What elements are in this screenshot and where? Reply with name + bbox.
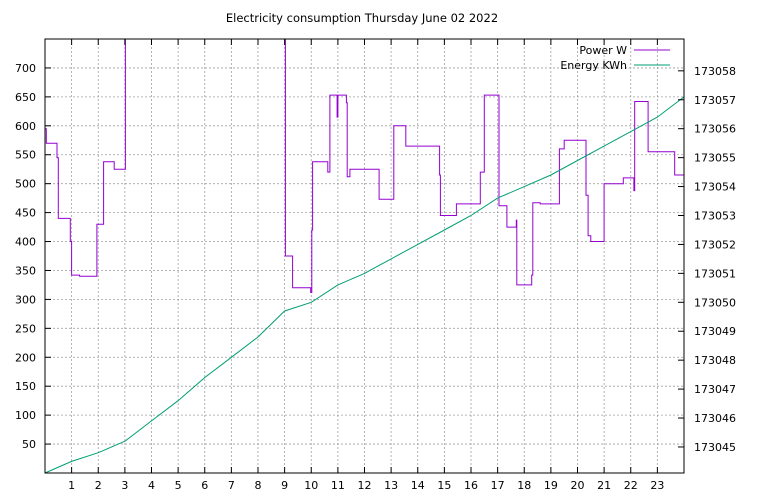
chart-title: Electricity consumption Thursday June 02…	[226, 11, 498, 25]
y-tick-label: 600	[15, 120, 36, 133]
series-line-1	[44, 96, 685, 474]
y2-tick-label: 173055	[694, 152, 736, 165]
y-tick-label: 100	[15, 409, 36, 422]
x-tick-label: 17	[491, 479, 505, 492]
ticks: 1 2 3 4 5 6 7 8 9 10 11 12 13 14 15 16 17 18 19 20 21 22 23501…	[15, 39, 736, 492]
y-tick-label: 550	[15, 149, 36, 162]
x-tick-label: 10	[304, 479, 318, 492]
y-tick-label: 350	[15, 264, 36, 277]
x-tick-label: 3	[121, 479, 128, 492]
y2-tick-label: 173049	[694, 325, 736, 338]
x-tick-label: 2	[95, 479, 102, 492]
y2-tick-label: 173057	[694, 94, 736, 107]
legend: Power W Energy KWh	[560, 44, 670, 72]
legend-label-1: Energy KWh	[560, 59, 627, 72]
series-layer	[44, 38, 685, 474]
x-tick-label: 15	[437, 479, 451, 492]
x-tick-label: 21	[597, 479, 611, 492]
y-tick-label: 450	[15, 207, 36, 220]
y-tick-label: 250	[15, 322, 36, 335]
y-tick-label: 300	[15, 293, 36, 306]
x-tick-label: 1	[68, 479, 75, 492]
x-tick-label: 5	[175, 479, 182, 492]
x-tick-label: 11	[331, 479, 345, 492]
y-tick-label: 150	[15, 380, 36, 393]
y2-tick-label: 173053	[694, 209, 736, 222]
y-tick-label: 50	[22, 438, 36, 451]
x-tick-label: 6	[201, 479, 208, 492]
x-tick-label: 14	[411, 479, 425, 492]
y2-tick-label: 173056	[694, 123, 736, 136]
x-tick-label: 12	[358, 479, 372, 492]
y2-tick-label: 173045	[694, 441, 736, 454]
x-tick-label: 22	[624, 479, 638, 492]
y-tick-label: 700	[15, 62, 36, 75]
legend-label-0: Power W	[579, 44, 627, 57]
x-tick-label: 13	[384, 479, 398, 492]
y2-tick-label: 173048	[694, 354, 736, 367]
y2-tick-label: 173054	[694, 181, 736, 194]
y2-tick-label: 173058	[694, 65, 736, 78]
y-tick-label: 500	[15, 178, 36, 191]
y2-tick-label: 173046	[694, 412, 736, 425]
y-tick-label: 400	[15, 236, 36, 249]
x-tick-label: 18	[517, 479, 531, 492]
y2-tick-label: 173051	[694, 267, 736, 280]
x-tick-label: 20	[571, 479, 585, 492]
y2-tick-label: 173047	[694, 383, 736, 396]
x-tick-label: 9	[281, 479, 288, 492]
x-tick-label: 16	[464, 479, 478, 492]
x-tick-label: 19	[544, 479, 558, 492]
x-tick-label: 8	[255, 479, 262, 492]
y2-tick-label: 173050	[694, 296, 736, 309]
y-tick-label: 200	[15, 351, 36, 364]
x-tick-label: 7	[228, 479, 235, 492]
x-tick-label: 23	[650, 479, 664, 492]
x-tick-label: 4	[148, 479, 155, 492]
series-line-0	[45, 38, 684, 293]
y-tick-label: 650	[15, 91, 36, 104]
grid	[45, 39, 684, 473]
y2-tick-label: 173052	[694, 238, 736, 251]
